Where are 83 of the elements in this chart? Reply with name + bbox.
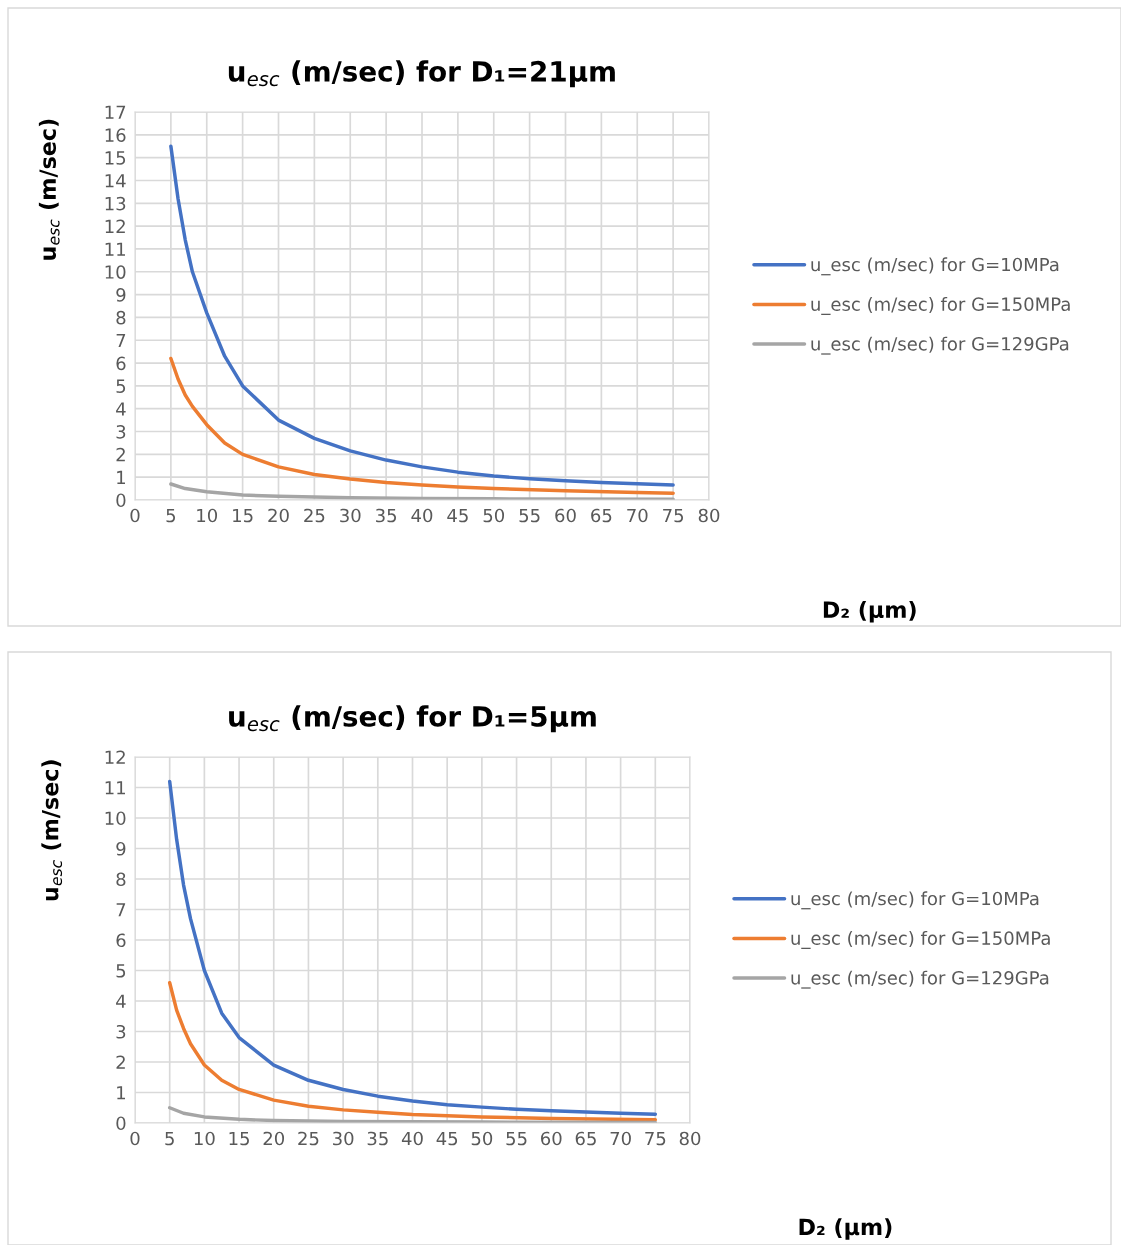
- legend-label: u_esc (m/sec) for G=10MPa: [811, 257, 1059, 276]
- x-tick-label: 5: [165, 1131, 174, 1146]
- y-tick-label: 9: [116, 288, 126, 302]
- y-tick-label: 2: [116, 1055, 125, 1069]
- x-tick-label: 65: [575, 1131, 596, 1146]
- x-tick-label: 25: [298, 1131, 319, 1146]
- y-tick-label: 15: [105, 151, 126, 165]
- x-tick-label: 55: [519, 508, 540, 523]
- x-tick-label: 80: [698, 508, 720, 523]
- y-tick-label: 7: [116, 903, 126, 917]
- y-tick-label: 12: [105, 750, 125, 764]
- legend-label: u_esc (m/sec) for G=150MPa: [811, 297, 1070, 315]
- y-tick-label: 14: [105, 174, 126, 188]
- line-series: [169, 482, 675, 500]
- x-tick-label: 45: [436, 1131, 458, 1146]
- y-tick-label: 7: [116, 333, 126, 348]
- y-tick-label: 1: [117, 470, 125, 485]
- x-tick-label: 30: [333, 1131, 354, 1146]
- y-axis-title: u$_{esc}$ (m/sec): [38, 119, 60, 260]
- x-tick-label: 70: [627, 508, 648, 523]
- y-tick-label: 3: [116, 424, 126, 439]
- y-tick-label: 4: [116, 402, 126, 416]
- line-series: [169, 144, 675, 487]
- x-tick-label: 55: [506, 1131, 527, 1146]
- x-tick-label: 35: [367, 1131, 388, 1146]
- y-tick-label: 6: [116, 356, 126, 371]
- y-tick-label: 5: [116, 964, 126, 978]
- x-tick-label: 25: [304, 508, 325, 523]
- legend-label: u_esc (m/sec) for G=150MPa: [791, 931, 1050, 949]
- y-tick-label: 12: [105, 219, 125, 233]
- x-tick-label: 20: [268, 508, 289, 523]
- x-tick-label: 15: [229, 1131, 249, 1146]
- y-tick-label: 13: [105, 196, 126, 211]
- x-axis-title: D₂ (μm): [799, 1218, 892, 1240]
- x-tick-label: 35: [376, 508, 397, 523]
- y-tick-label: 0: [116, 493, 126, 508]
- x-tick-label: 40: [411, 508, 433, 523]
- y-tick-label: 10: [105, 265, 126, 279]
- x-tick-label: 20: [263, 1131, 285, 1146]
- x-tick-label: 45: [447, 508, 468, 523]
- line-series: [167, 779, 658, 1116]
- line-series: [167, 980, 658, 1122]
- y-tick-label: 8: [116, 310, 126, 325]
- y-axis-title: u$_{esc}$ (m/sec): [41, 760, 63, 901]
- y-tick-label: 3: [116, 1024, 126, 1039]
- y-tick-label: 4: [116, 994, 126, 1008]
- line-series: [167, 1106, 658, 1123]
- y-tick-label: 5: [116, 379, 126, 393]
- legend-label: u_esc (m/sec) for G=129GPa: [811, 336, 1069, 355]
- x-tick-label: 50: [483, 508, 505, 523]
- chart-title: u$_{esc}$ (m/sec) for D₁=5μm: [229, 705, 596, 733]
- y-tick-label: 2: [116, 447, 125, 462]
- x-tick-label: 5: [166, 508, 176, 523]
- x-tick-label: 15: [233, 508, 253, 523]
- x-tick-label: 65: [591, 508, 612, 523]
- x-tick-label: 75: [645, 1131, 666, 1146]
- legend-label: u_esc (m/sec) for G=129GPa: [791, 970, 1049, 989]
- x-tick-label: 40: [401, 1131, 423, 1146]
- x-tick-label: 60: [541, 1131, 562, 1146]
- y-tick-label: 16: [105, 128, 126, 142]
- y-tick-label: 11: [105, 781, 125, 795]
- x-tick-label: 70: [610, 1131, 631, 1146]
- y-tick-label: 9: [116, 841, 126, 856]
- line-series: [169, 356, 675, 495]
- y-tick-label: 0: [116, 1116, 126, 1131]
- y-tick-label: 10: [105, 811, 126, 826]
- x-tick-label: 60: [555, 508, 576, 523]
- y-tick-label: 11: [105, 242, 125, 256]
- y-tick-label: 6: [116, 933, 126, 948]
- x-tick-label: 75: [663, 508, 684, 523]
- y-tick-label: 8: [116, 872, 126, 887]
- x-tick-label: 0: [130, 1131, 140, 1146]
- x-tick-label: 50: [471, 1131, 493, 1146]
- x-tick-label: 10: [194, 1131, 215, 1146]
- x-tick-label: 80: [679, 1131, 701, 1146]
- x-axis-title: D₂ (μm): [823, 600, 916, 623]
- chart-title: u$_{esc}$ (m/sec) for D₁=21μm: [228, 60, 615, 88]
- x-tick-label: 30: [340, 508, 361, 523]
- legend-label: u_esc (m/sec) for G=10MPa: [791, 891, 1039, 910]
- y-tick-label: 1: [117, 1086, 125, 1100]
- x-tick-label: 10: [197, 508, 218, 523]
- y-tick-label: 17: [105, 105, 126, 119]
- x-tick-label: 0: [130, 508, 140, 523]
